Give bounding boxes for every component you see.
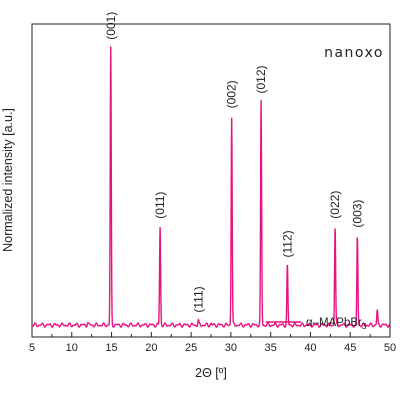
legend: α–MAPbBr3 (266, 317, 367, 331)
xrd-pattern-line (31, 46, 391, 328)
x-tick-label-5: 5 (29, 342, 35, 354)
peak-label: (012) (254, 65, 268, 93)
x-tick-label-20: 20 (145, 342, 157, 354)
x-axis-tick-labels: 5 10 15 20 25 30 35 40 45 50 (29, 342, 396, 354)
x-tick-label-25: 25 (185, 342, 197, 354)
x-tick-label-40: 40 (304, 342, 316, 354)
peak-labels: (001) (011) (111) (002) (012) (112) (022) (003) (104, 12, 365, 313)
peak-label: (002) (225, 80, 239, 108)
legend-label-main: α–MAPbBr (306, 317, 362, 329)
peak-label: (112) (280, 230, 294, 257)
x-tick-label-35: 35 (265, 342, 277, 354)
y-axis-title: Normalized intensity [a.u.] (1, 108, 15, 252)
brand-logo-text: nanoxo (324, 45, 384, 61)
x-tick-label-30: 30 (225, 342, 237, 354)
x-tick-label-10: 10 (66, 342, 78, 354)
peak-label: (011) (153, 192, 167, 219)
legend-label-subscript: 3 (362, 321, 367, 331)
peak-label: (003) (350, 200, 364, 228)
legend-label: α–MAPbBr3 (306, 317, 367, 331)
x-tick-label-45: 45 (344, 342, 356, 354)
peak-label: (111) (191, 286, 205, 312)
peak-label: (001) (104, 12, 118, 40)
x-tick-label-50: 50 (384, 342, 396, 354)
x-tick-label-15: 15 (105, 342, 117, 354)
x-axis-ticks (31, 332, 391, 337)
peak-label: (022) (328, 191, 342, 219)
x-axis-title: 2Θ [º] (195, 366, 227, 380)
